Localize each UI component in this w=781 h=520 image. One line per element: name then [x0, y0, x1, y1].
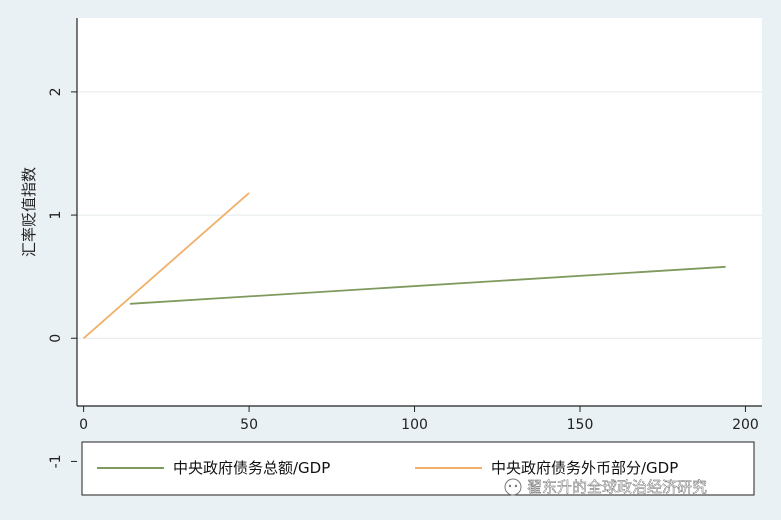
series-line-2	[83, 192, 250, 339]
x-tick-label: 200	[732, 417, 759, 433]
wechat-icon-dot-2	[514, 484, 518, 488]
watermark-text: 翟东升的全球政治经济研究	[527, 478, 707, 496]
watermark: 翟东升的全球政治经济研究	[504, 478, 707, 496]
y-tick-label: 2	[48, 87, 64, 96]
legend-label-series-2: 中央政府债务外币部分/GDP	[491, 459, 678, 477]
series-line-1	[129, 265, 726, 305]
wechat-icon	[504, 478, 522, 496]
plot-area	[77, 18, 762, 406]
y-tick-label: -1	[48, 454, 64, 468]
x-tick-label: 100	[401, 417, 428, 433]
x-tick-label: 150	[567, 417, 594, 433]
y-axis-title: 汇率贬值指数	[20, 167, 38, 257]
y-tick-label: 0	[48, 334, 64, 343]
x-tick-label: 50	[240, 417, 258, 433]
axis-ticks: -1 0 1 2 0 50 100 150 200	[48, 87, 759, 468]
y-tick-label: 1	[48, 211, 64, 220]
legend-label-series-1: 中央政府债务总额/GDP	[173, 459, 330, 477]
x-tick-label: 0	[79, 417, 88, 433]
grid-lines	[77, 91, 762, 339]
wechat-icon-dot-1	[508, 484, 512, 488]
series-lines	[83, 192, 726, 339]
